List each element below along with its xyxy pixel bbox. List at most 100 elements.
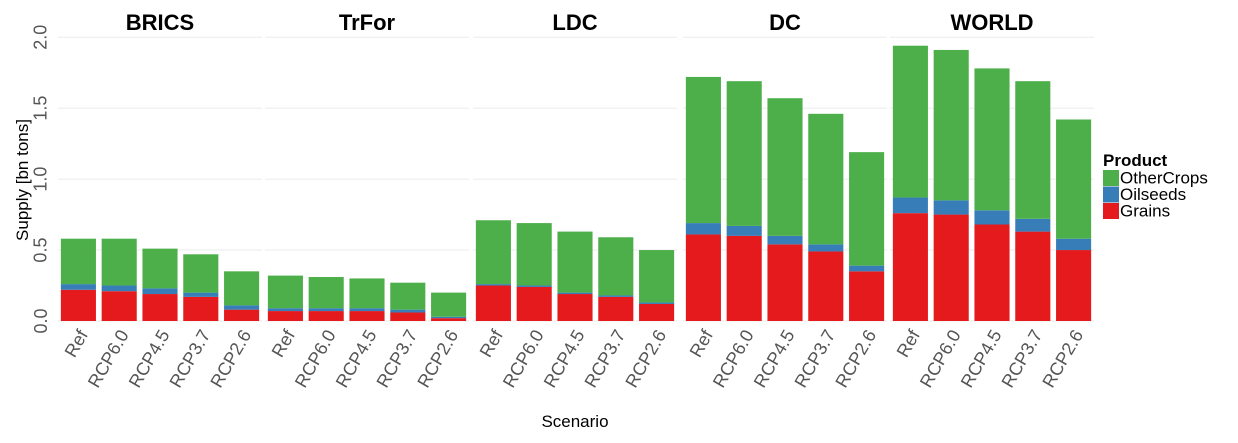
bar-segment bbox=[60, 289, 96, 321]
bar-segment bbox=[767, 244, 803, 321]
bar-segment bbox=[598, 296, 634, 321]
bar-segment bbox=[598, 237, 634, 296]
legend-label: Grains bbox=[1120, 201, 1170, 220]
x-tick-label: Ref bbox=[476, 326, 508, 361]
bar-segment bbox=[101, 238, 137, 286]
bar-segment bbox=[892, 45, 928, 198]
bar-segment bbox=[60, 284, 96, 290]
bar-segment bbox=[1056, 238, 1092, 251]
bar-segment bbox=[767, 235, 803, 245]
y-tick-label: 0.5 bbox=[31, 238, 51, 263]
bar-segment bbox=[639, 250, 675, 303]
bar-segment bbox=[431, 292, 467, 317]
bar-segment bbox=[892, 197, 928, 214]
bar-segment bbox=[142, 288, 178, 295]
legend-swatch bbox=[1103, 203, 1119, 219]
bar-segment bbox=[267, 308, 303, 312]
bar-segment bbox=[475, 284, 511, 286]
bar-segment bbox=[1015, 231, 1051, 321]
bar-segment bbox=[767, 98, 803, 236]
y-axis-label: Supply [bn tons] bbox=[13, 119, 32, 241]
bar-segment bbox=[974, 210, 1010, 225]
x-tick-label: Ref bbox=[893, 326, 925, 361]
bar-segment bbox=[598, 295, 634, 297]
bar-segment bbox=[639, 303, 675, 321]
bar-segment bbox=[933, 214, 969, 321]
bar-segment bbox=[183, 254, 219, 293]
bar-segment bbox=[892, 213, 928, 321]
x-axis-label: Scenario bbox=[541, 412, 608, 431]
bar-segment bbox=[431, 318, 467, 321]
y-tick-label: 2.0 bbox=[31, 25, 51, 50]
bar-segment bbox=[308, 308, 344, 312]
bar-segment bbox=[1056, 250, 1092, 321]
bar-segment bbox=[685, 234, 721, 321]
bar-segment bbox=[516, 223, 552, 286]
legend-swatch bbox=[1103, 186, 1119, 203]
bar-segment bbox=[685, 223, 721, 235]
bar-segment bbox=[267, 275, 303, 309]
x-tick-label: Ref bbox=[686, 326, 718, 361]
bar-segment bbox=[974, 224, 1010, 321]
bar-segment bbox=[1015, 218, 1051, 232]
bar-segment bbox=[557, 292, 593, 295]
bar-segment bbox=[726, 81, 762, 226]
bar-segment bbox=[516, 286, 552, 321]
bar-segment bbox=[390, 312, 426, 321]
bar-segment bbox=[142, 294, 178, 321]
bar-segment bbox=[390, 309, 426, 313]
bar-segment bbox=[849, 152, 885, 266]
bar-segment bbox=[224, 309, 260, 321]
bar-segment bbox=[431, 316, 467, 319]
bar-segment bbox=[639, 302, 675, 304]
legend-swatch bbox=[1103, 170, 1119, 186]
bar-segment bbox=[390, 282, 426, 310]
bar-segment bbox=[1015, 81, 1051, 219]
bar-segment bbox=[726, 225, 762, 236]
bar-segment bbox=[142, 248, 178, 289]
facet-title: DC bbox=[769, 10, 801, 35]
facet-title: BRICS bbox=[126, 10, 194, 35]
bar-segment bbox=[267, 311, 303, 321]
bar-segment bbox=[1056, 119, 1092, 239]
legend-label: Oilseeds bbox=[1120, 185, 1186, 204]
bar-segment bbox=[808, 251, 844, 321]
legend-title: Product bbox=[1103, 151, 1168, 170]
bar-segment bbox=[685, 76, 721, 224]
bar-segment bbox=[101, 291, 137, 321]
bar-segment bbox=[101, 285, 137, 292]
bar-segment bbox=[475, 285, 511, 321]
x-tick-label: Ref bbox=[61, 326, 93, 361]
bar-segment bbox=[183, 292, 219, 297]
bar-segment bbox=[933, 49, 969, 201]
bar-segment bbox=[557, 294, 593, 321]
bar-segment bbox=[516, 285, 552, 287]
facet-title: TrFor bbox=[339, 10, 396, 35]
bar-segment bbox=[557, 231, 593, 293]
facet-title: LDC bbox=[552, 10, 597, 35]
y-tick-label: 0.0 bbox=[31, 308, 51, 333]
y-tick-label: 1.5 bbox=[31, 96, 51, 121]
bar-segment bbox=[183, 296, 219, 321]
bar-segment bbox=[349, 278, 385, 309]
bar-segment bbox=[849, 271, 885, 321]
bar-segment bbox=[974, 68, 1010, 211]
bar-segment bbox=[933, 200, 969, 215]
legend-label: OtherCrops bbox=[1120, 168, 1208, 187]
bar-segment bbox=[726, 235, 762, 321]
bar-segment bbox=[475, 220, 511, 285]
x-tick-label: Ref bbox=[268, 326, 300, 361]
bar-segment bbox=[308, 311, 344, 321]
bar-segment bbox=[224, 305, 260, 310]
bar-segment bbox=[808, 113, 844, 245]
bar-segment bbox=[349, 308, 385, 312]
bar-segment bbox=[308, 277, 344, 309]
bar-segment bbox=[849, 265, 885, 272]
bar-segment bbox=[349, 311, 385, 321]
bar-segment bbox=[224, 271, 260, 306]
bar-segment bbox=[808, 244, 844, 252]
y-tick-label: 1.0 bbox=[31, 167, 51, 192]
bar-segment bbox=[60, 238, 96, 285]
facet-title: WORLD bbox=[950, 10, 1033, 35]
